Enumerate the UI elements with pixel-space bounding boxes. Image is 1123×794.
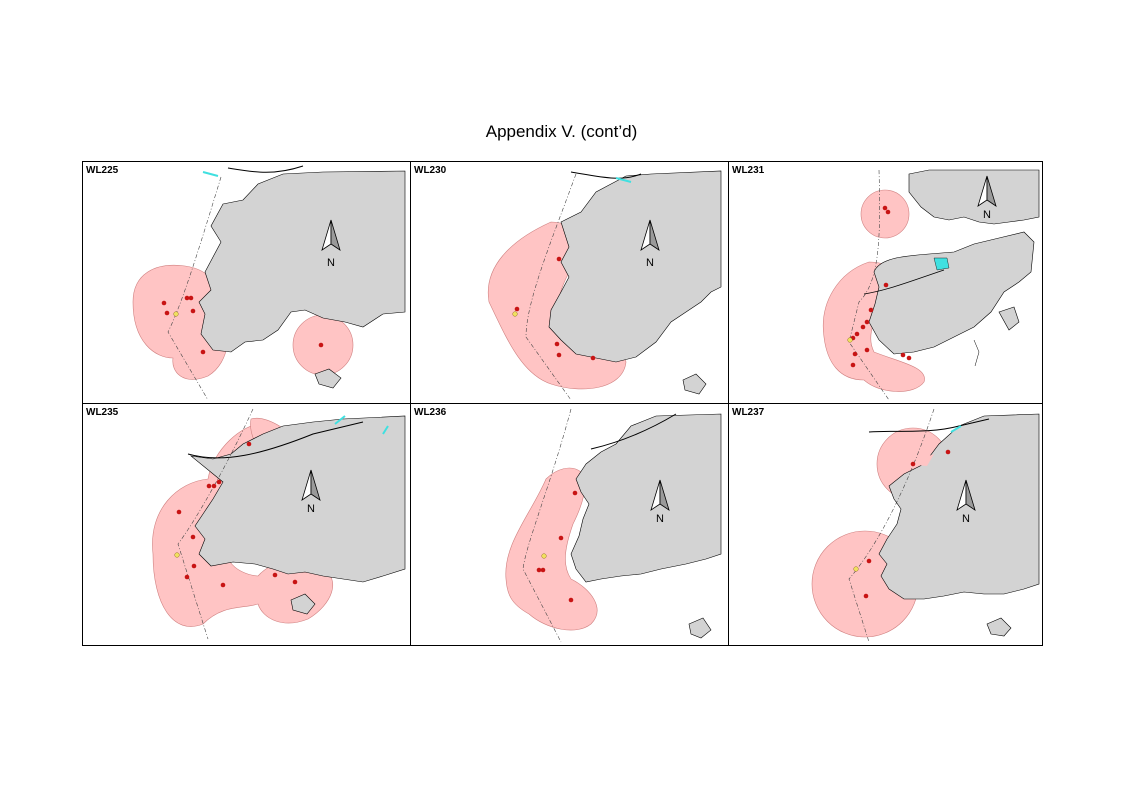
north-label: N	[962, 513, 970, 525]
sampling-point	[554, 341, 560, 347]
map-panel-wl225: WL225 N	[83, 162, 411, 404]
sampling-point	[850, 362, 856, 368]
sampling-point	[556, 352, 562, 358]
highlight-point	[853, 566, 859, 572]
sampling-point	[272, 572, 278, 578]
sampling-point	[514, 306, 520, 312]
panel-label: WL235	[86, 407, 119, 418]
sampling-point	[558, 535, 564, 541]
sampling-points	[161, 295, 324, 355]
sampling-point	[854, 331, 860, 337]
sampling-point	[882, 205, 888, 211]
sampling-points	[514, 256, 596, 361]
page-title: Appendix V. (cont’d)	[485, 122, 638, 141]
sampling-point	[866, 558, 872, 564]
north-arrow: N	[956, 479, 976, 525]
map-canvas: N	[132, 165, 406, 401]
sampling-point	[590, 355, 596, 361]
north-label: N	[327, 257, 335, 269]
sampling-point	[864, 319, 870, 325]
north-arrow: N	[650, 479, 670, 525]
north-arrow: N	[301, 469, 321, 515]
sampling-point	[200, 349, 206, 355]
panel-label: WL237	[732, 407, 765, 418]
sampling-point	[220, 582, 226, 588]
sampling-point	[556, 256, 562, 262]
sampling-point	[216, 479, 222, 485]
sampling-point	[868, 307, 874, 313]
sampling-point	[206, 483, 212, 489]
sampling-points	[850, 205, 912, 368]
sampling-point	[184, 574, 190, 580]
highlight-point	[174, 552, 180, 558]
sampling-point	[900, 352, 906, 358]
sampling-point	[211, 483, 217, 489]
map-panel-wl230: WL230 N	[411, 162, 729, 404]
highlight-point	[847, 337, 853, 343]
map-panel-wl237: WL237 N	[729, 404, 1042, 645]
map-canvas: N	[505, 408, 722, 643]
panel-label: WL231	[732, 165, 765, 176]
sampling-points	[863, 449, 951, 599]
map-canvas: N	[487, 170, 722, 401]
sampling-points	[536, 490, 578, 603]
map-grid: WL225 N	[82, 161, 1043, 646]
sampling-point	[883, 282, 889, 288]
map-canvas: N	[152, 408, 406, 640]
sampling-point	[852, 351, 858, 357]
sampling-point	[860, 324, 866, 330]
panel-label: WL230	[414, 165, 447, 176]
sampling-point	[188, 295, 194, 301]
sampling-point	[176, 509, 182, 515]
sampling-point	[864, 347, 870, 353]
north-label: N	[983, 209, 991, 221]
sampling-point	[885, 209, 891, 215]
north-label: N	[646, 257, 654, 269]
north-label: N	[656, 513, 664, 525]
map-canvas: N	[811, 408, 1040, 643]
map-panel-wl231: WL231	[729, 162, 1042, 404]
panel-label: WL225	[86, 165, 119, 176]
sampling-point	[906, 355, 912, 361]
map-canvas: N	[822, 169, 1040, 401]
sampling-point	[568, 597, 574, 603]
sampling-point	[184, 295, 190, 301]
sampling-point	[190, 534, 196, 540]
map-panel-wl235: WL235	[83, 404, 411, 645]
north-arrow: N	[977, 175, 997, 221]
highlight-point	[541, 553, 547, 559]
highlight-point	[173, 311, 179, 317]
sampling-point	[292, 579, 298, 585]
sampling-point	[190, 308, 196, 314]
north-label: N	[307, 503, 315, 515]
north-arrow: N	[321, 219, 341, 269]
sampling-points	[176, 441, 298, 588]
highlight-point	[512, 311, 518, 317]
sampling-point	[246, 441, 252, 447]
sampling-point	[945, 449, 951, 455]
sampling-point	[572, 490, 578, 496]
north-arrow: N	[640, 219, 660, 269]
sampling-point	[540, 567, 546, 573]
sampling-point	[318, 342, 324, 348]
sampling-point	[161, 300, 167, 306]
sampling-point	[191, 563, 197, 569]
sampling-point	[164, 310, 170, 316]
map-panel-wl236: WL236 N	[411, 404, 729, 645]
sampling-point	[536, 567, 542, 573]
sampling-point	[910, 461, 916, 467]
sampling-point	[863, 593, 869, 599]
panel-label: WL236	[414, 407, 447, 418]
